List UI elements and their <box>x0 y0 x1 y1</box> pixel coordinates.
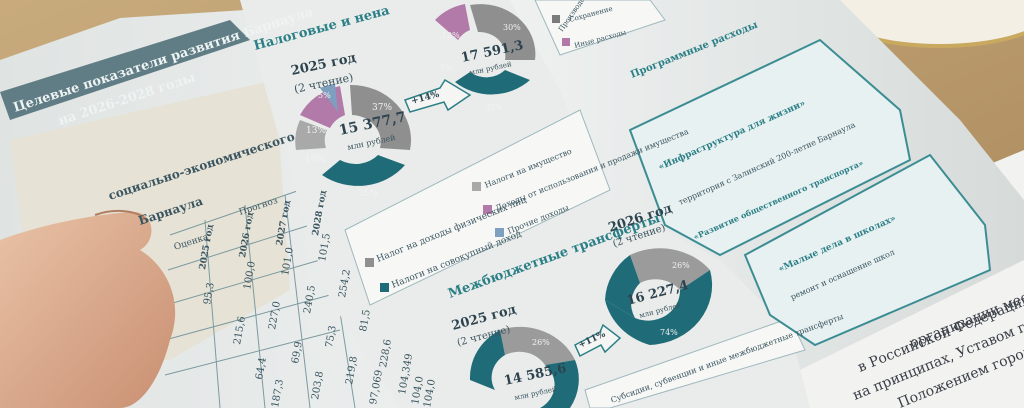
pct-5: 5% <box>318 91 331 100</box>
transfer-legend-box <box>584 317 806 408</box>
cell: 101,5 <box>317 232 333 262</box>
thumb-nail-edge <box>94 209 149 223</box>
cell: 101,0 <box>280 246 296 276</box>
legend-swatch-usn <box>380 283 389 292</box>
transfer-donut-2025 <box>469 326 579 408</box>
transfer-pct-right-bottom: 74% <box>660 328 678 337</box>
cell: 187,3 <box>270 378 286 408</box>
right-pct-32: 32% <box>485 103 503 112</box>
transfer-pct-left: 26% <box>532 338 550 347</box>
pct-13: 13% <box>306 126 326 136</box>
transfer-pct-right-top: 26% <box>672 261 690 270</box>
cell: 104,0 <box>410 375 426 405</box>
cell: 228,6 <box>378 338 394 368</box>
growth-arrow-transfer <box>574 323 622 358</box>
cell: 100,0 <box>242 260 258 290</box>
pct-10: 10% <box>305 155 325 165</box>
cell: 64,4 <box>254 357 269 381</box>
cell: 69,9 <box>290 341 305 365</box>
cell: 75,3 <box>324 325 339 349</box>
pct-35: 35% <box>358 189 378 199</box>
top-swatch-1 <box>552 15 560 23</box>
growth-arrow-tax <box>404 78 472 113</box>
program-box-2 <box>743 153 992 347</box>
cell: 104,0 <box>422 378 438 408</box>
legend-swatch-property <box>472 182 481 191</box>
top-swatch-2 <box>562 38 570 46</box>
table-grid <box>164 184 356 408</box>
right-pct-12: 12% <box>442 31 460 40</box>
cell: 240,5 <box>302 284 318 314</box>
transfer-donut-2026 <box>605 248 713 345</box>
legend-swatch-ndfl <box>365 258 374 267</box>
right-pct-8: 8% <box>440 63 453 72</box>
legend-swatch-usage <box>483 205 492 214</box>
left-title-band <box>0 20 250 120</box>
cell: 215,6 <box>232 315 248 345</box>
hand <box>0 211 176 408</box>
right-pct-30: 30% <box>503 23 521 32</box>
program-box-1 <box>628 38 912 257</box>
cell: 203,8 <box>310 370 326 400</box>
cell: 254,2 <box>337 268 353 298</box>
pct-37: 37% <box>372 103 392 113</box>
legend-swatch-other <box>495 228 504 237</box>
tax-donut-2026 <box>435 4 536 95</box>
cell: 227,0 <box>267 300 283 330</box>
cell: 95,3 <box>202 282 217 306</box>
cell: 219,8 <box>344 355 360 385</box>
cell: 81,5 <box>358 309 373 333</box>
tax-legend-box <box>344 109 611 306</box>
tax-donut-2025 <box>295 84 412 186</box>
